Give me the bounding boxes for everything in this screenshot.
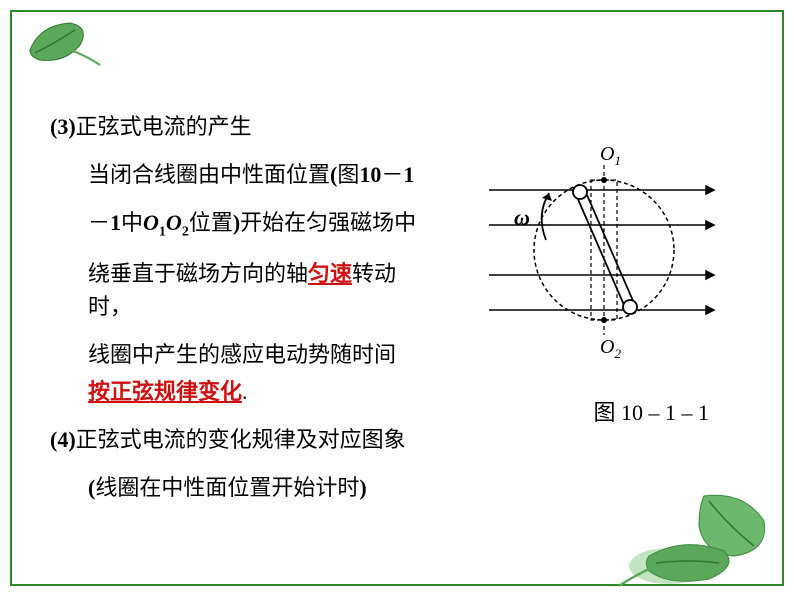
highlight-text: 按正弦规律变化 (88, 379, 242, 404)
leaf-decoration-bottom-icon (614, 481, 774, 591)
label-omega: ω (514, 205, 530, 230)
highlight-text: 匀速 (308, 261, 352, 286)
axis-bottom-dot (601, 317, 607, 323)
axis-top-dot (601, 177, 607, 183)
item-3-line-2: －1中O1O2位置)开始在匀强磁场中 (50, 206, 440, 242)
dash: － (381, 162, 403, 187)
item-3-line-3: 绕垂直于磁场方向的轴匀速转动时， (50, 257, 440, 323)
item-3-line-4: 线圈中产生的感应电动势随时间 (50, 338, 440, 371)
rotation-arrowhead (542, 193, 552, 201)
figure-caption: 图 10 – 1 – 1 (593, 395, 709, 427)
variable-o1: O (143, 210, 159, 235)
text-fragment: 图 (337, 162, 359, 187)
text-fragment: 线圈在中性面位置开始计时 (95, 475, 359, 500)
physics-diagram: O1 O2 ω (474, 135, 734, 365)
text-fragment: 中 (121, 210, 143, 235)
text-fragment: 绕垂直于磁场方向的轴 (88, 261, 308, 286)
text-fragment: 开始在匀强磁场中 (240, 210, 416, 235)
text-fragment: 位置 (189, 210, 233, 235)
label-o1: O1 (600, 143, 621, 168)
item-3-header: (3)正弦式电流的产生 (50, 110, 440, 143)
number: 1 (110, 210, 121, 235)
paren: ) (359, 475, 366, 500)
tilted-coil (573, 185, 637, 314)
dash: － (88, 210, 110, 235)
item-number: (4) (50, 427, 76, 452)
item-title: 正弦式电流的变化规律及对应图象 (76, 427, 406, 452)
item-3-line-5: 按正弦规律变化. (50, 375, 440, 408)
item-3-line-1: 当闭合线圈由中性面位置(图10－1 (50, 158, 440, 191)
subscript: 2 (182, 224, 189, 239)
leaf-decoration-top-icon (25, 15, 105, 70)
number: 10 (359, 162, 381, 187)
text-fragment: 当闭合线圈由中性面位置 (88, 162, 330, 187)
label-o2: O2 (600, 336, 621, 361)
item-4-header: (4)正弦式电流的变化规律及对应图象 (50, 423, 750, 456)
variable-o2: O (166, 210, 182, 235)
number: 1 (403, 162, 414, 187)
period: . (242, 379, 248, 404)
subscript: 1 (159, 224, 166, 239)
text-fragment: 线圈中产生的感应电动势随时间 (88, 342, 396, 367)
item-number: (3) (50, 114, 76, 139)
item-title: 正弦式电流的产生 (76, 114, 252, 139)
